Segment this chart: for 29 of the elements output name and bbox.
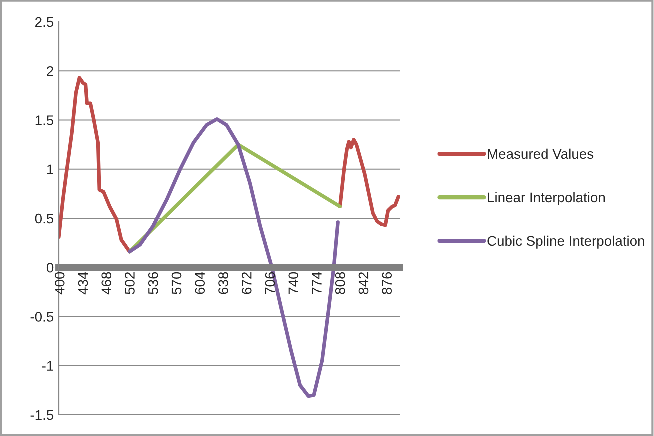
line-series (59, 76, 132, 254)
y-tick-label: 2 (47, 66, 54, 76)
y-tick-label: 1.5 (36, 116, 54, 126)
x-tick-label: 706 (265, 272, 276, 294)
legend-label: Linear Interpolation (488, 192, 606, 206)
x-tick-label: 808 (335, 272, 346, 294)
legend-label: Measured Values (488, 148, 594, 160)
x-tick-label: 740 (288, 272, 299, 294)
x-tick-label: 604 (195, 272, 206, 294)
x-tick-label: 876 (382, 272, 392, 294)
x-tick-label: 570 (172, 272, 182, 294)
x-tick-label: 672 (242, 272, 252, 294)
x-tick-label: 502 (125, 272, 135, 294)
y-tick-label: 1 (47, 164, 54, 174)
y-tick-label: 0 (46, 262, 54, 273)
x-tick-label: 774 (312, 272, 322, 294)
y-tick-label: -1.5 (30, 410, 54, 420)
y-tick-label: -1 (42, 361, 54, 371)
x-tick-label: 842 (358, 272, 369, 294)
x-tick-label: 536 (148, 272, 158, 294)
legend-label: Cubic Spline Interpolation (488, 236, 644, 249)
x-tick-label: 468 (102, 272, 112, 295)
y-tick-label: -0.5 (30, 312, 54, 322)
y-tick-label: 2.5 (36, 17, 54, 28)
x-tick-label: 434 (78, 272, 88, 295)
x-tick-label: 400 (54, 272, 65, 295)
y-tick-label: 0.5 (35, 214, 54, 224)
line-series (338, 138, 400, 228)
x-tick-label: 638 (218, 272, 228, 294)
